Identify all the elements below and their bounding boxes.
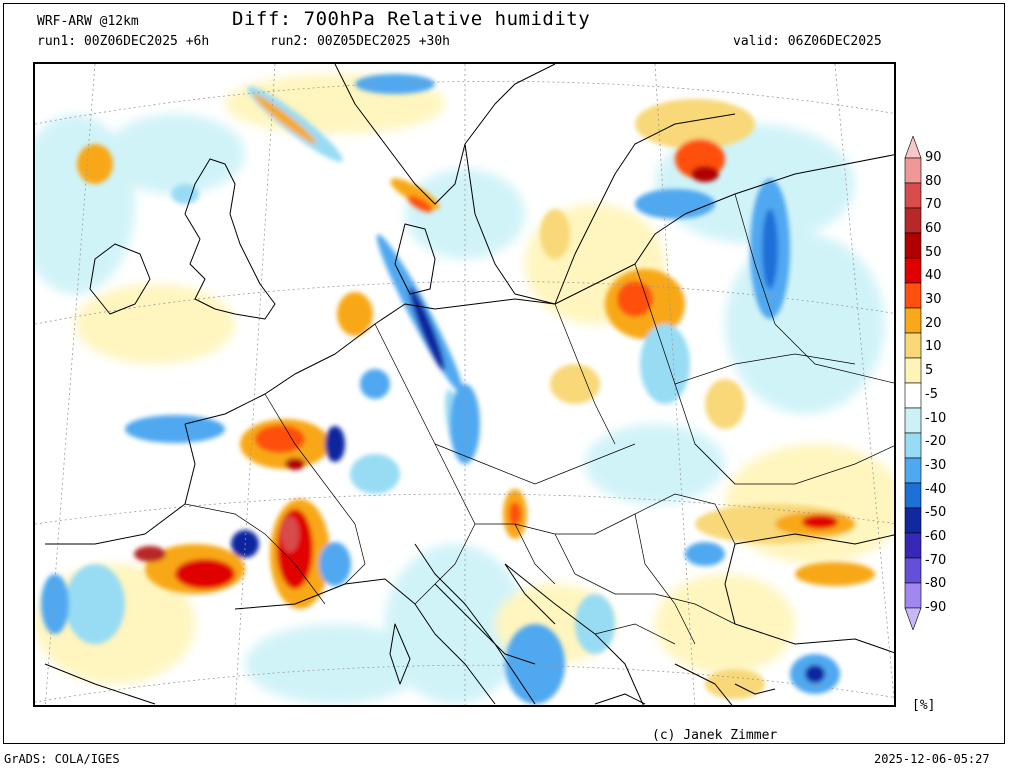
- colorbar-swatch: [904, 332, 922, 359]
- colorbar-swatch: [904, 136, 922, 159]
- colorbar-swatch: [904, 582, 922, 609]
- model-label: WRF-ARW @12km: [37, 14, 139, 29]
- humidity-diff-map: [33, 62, 896, 707]
- colorbar-label: 90: [925, 150, 942, 165]
- run2-label: run2: 00Z05DEC2025 +30h: [270, 34, 451, 49]
- colorbar-swatch: [904, 432, 922, 459]
- colorbar-label: -70: [925, 552, 947, 568]
- colorbar-swatch: [904, 357, 922, 384]
- software-label: GrADS: COLA/IGES: [4, 752, 120, 766]
- colorbar-label: 10: [925, 339, 942, 355]
- colorbar-swatch: [904, 607, 922, 630]
- colorbar-swatch: [904, 232, 922, 259]
- colorbar-swatch: [904, 207, 922, 234]
- colorbar-label: -60: [925, 528, 947, 544]
- colorbar-label: -80: [925, 576, 947, 592]
- colorbar-unit: [%]: [912, 698, 936, 713]
- colorbar-swatch: [904, 457, 922, 484]
- valid-time-label: valid: 06Z06DEC2025: [733, 34, 882, 49]
- colorbar-label: 70: [925, 197, 942, 213]
- timestamp-label: 2025-12-06-05:27: [874, 752, 990, 766]
- colorbar-label: -10: [925, 410, 947, 426]
- colorbar-label: -30: [925, 457, 947, 473]
- colorbar-swatch: [904, 182, 922, 209]
- colorbar-label: -20: [925, 434, 947, 450]
- colorbar-swatch: [904, 157, 922, 184]
- country-borders: [184, 193, 894, 645]
- colorbar-swatch: [904, 482, 922, 509]
- run1-label: run1: 00Z06DEC2025 +6h: [37, 34, 210, 49]
- colorbar-label: -5: [925, 386, 938, 402]
- colorbar-label: 80: [925, 173, 942, 189]
- credit-label: (c) Janek Zimmer: [652, 728, 778, 743]
- colorbar-label: -50: [925, 505, 947, 521]
- colorbar-swatch: [904, 507, 922, 534]
- colorbar-label: 5: [925, 363, 934, 379]
- colorbar-swatch: [904, 257, 922, 284]
- chart-title: Diff: 700hPa Relative humidity: [232, 8, 591, 30]
- colorbar-swatch: [904, 407, 922, 434]
- colorbar-label: 40: [925, 268, 942, 284]
- colorbar-label: 30: [925, 292, 942, 308]
- figure-frame: [3, 3, 1005, 744]
- colorbar-swatch: [904, 307, 922, 334]
- colorbar-swatch: [904, 282, 922, 309]
- colorbar-label: -90: [925, 600, 947, 615]
- colorbar-label: -40: [925, 481, 947, 497]
- colorbar: [904, 136, 922, 630]
- colorbar-swatch: [904, 532, 922, 559]
- colorbar-swatch: [904, 557, 922, 584]
- colorbar-swatch: [904, 382, 922, 409]
- colorbar-label: 60: [925, 221, 942, 237]
- colorbar-label: 50: [925, 244, 942, 260]
- colorbar-label: 20: [925, 315, 942, 331]
- map-canvas: [35, 64, 894, 705]
- graticule: [35, 64, 894, 705]
